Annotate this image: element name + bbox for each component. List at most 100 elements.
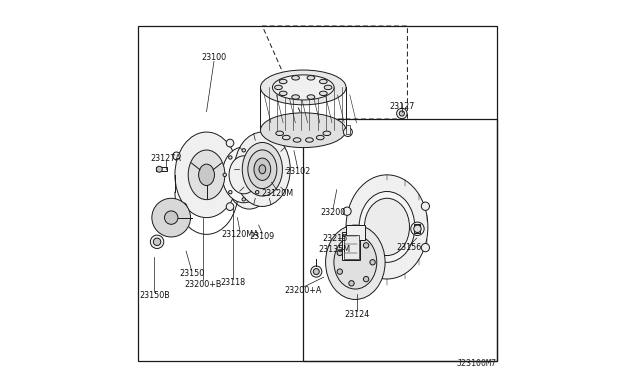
Ellipse shape — [248, 150, 277, 189]
Ellipse shape — [279, 79, 287, 84]
Ellipse shape — [305, 138, 314, 142]
Ellipse shape — [229, 156, 259, 194]
Ellipse shape — [319, 91, 327, 96]
Text: 23127A: 23127A — [150, 154, 181, 163]
Circle shape — [154, 201, 188, 235]
Circle shape — [161, 207, 182, 228]
Circle shape — [159, 205, 184, 230]
Ellipse shape — [175, 132, 238, 218]
Ellipse shape — [275, 85, 282, 90]
Ellipse shape — [359, 192, 415, 262]
Text: 23215: 23215 — [322, 234, 348, 243]
Circle shape — [399, 111, 404, 116]
Ellipse shape — [173, 152, 180, 160]
Bar — [415, 224, 420, 232]
Ellipse shape — [223, 173, 227, 177]
Text: 23109: 23109 — [250, 232, 275, 241]
Circle shape — [152, 198, 191, 237]
Text: 23127: 23127 — [389, 102, 415, 110]
Ellipse shape — [179, 203, 187, 211]
Circle shape — [156, 203, 186, 232]
Ellipse shape — [260, 70, 346, 105]
Ellipse shape — [255, 190, 259, 194]
Circle shape — [150, 235, 164, 248]
Ellipse shape — [260, 113, 346, 148]
Text: 23200: 23200 — [321, 208, 346, 217]
Ellipse shape — [243, 142, 282, 196]
Ellipse shape — [343, 238, 351, 247]
Ellipse shape — [346, 175, 428, 279]
Bar — [346, 225, 365, 240]
Circle shape — [413, 225, 421, 232]
Text: 23150B: 23150B — [139, 291, 170, 300]
Ellipse shape — [319, 79, 327, 84]
Circle shape — [364, 243, 369, 248]
Ellipse shape — [316, 135, 324, 140]
Text: 23120M: 23120M — [261, 189, 293, 198]
Circle shape — [337, 269, 342, 274]
Text: 23156: 23156 — [397, 243, 422, 252]
Ellipse shape — [307, 76, 315, 80]
Bar — [346, 125, 350, 134]
Ellipse shape — [364, 198, 410, 256]
Ellipse shape — [282, 135, 290, 140]
Circle shape — [164, 211, 178, 224]
Ellipse shape — [292, 76, 300, 80]
Circle shape — [154, 238, 161, 246]
Ellipse shape — [324, 85, 332, 90]
Circle shape — [344, 128, 353, 137]
Circle shape — [349, 280, 354, 286]
Bar — [344, 235, 358, 259]
Bar — [342, 232, 360, 260]
Ellipse shape — [292, 95, 300, 99]
Text: 23102: 23102 — [285, 167, 310, 176]
Circle shape — [411, 222, 424, 235]
Ellipse shape — [232, 156, 266, 201]
Circle shape — [314, 269, 319, 275]
Ellipse shape — [242, 148, 246, 152]
Circle shape — [349, 238, 354, 244]
Text: 23118: 23118 — [220, 278, 245, 287]
Ellipse shape — [279, 91, 287, 96]
Ellipse shape — [254, 158, 271, 180]
Ellipse shape — [227, 148, 272, 209]
Ellipse shape — [276, 131, 284, 135]
Circle shape — [156, 166, 163, 172]
Ellipse shape — [307, 95, 315, 99]
Text: 23200+A: 23200+A — [285, 286, 322, 295]
Bar — [303, 119, 497, 361]
Text: J23100M7: J23100M7 — [457, 359, 497, 368]
Ellipse shape — [261, 173, 264, 177]
Ellipse shape — [343, 207, 351, 215]
Ellipse shape — [242, 198, 246, 201]
Ellipse shape — [421, 202, 429, 211]
Ellipse shape — [226, 203, 234, 211]
Ellipse shape — [188, 150, 225, 200]
Text: 23135M: 23135M — [319, 245, 351, 254]
Ellipse shape — [228, 156, 232, 159]
Circle shape — [337, 250, 342, 256]
Ellipse shape — [255, 156, 259, 159]
Text: 23150: 23150 — [179, 269, 204, 278]
Ellipse shape — [273, 75, 334, 100]
Ellipse shape — [421, 243, 429, 252]
Ellipse shape — [326, 225, 385, 299]
Ellipse shape — [323, 131, 331, 135]
Ellipse shape — [334, 235, 377, 289]
Ellipse shape — [234, 132, 291, 206]
Bar — [156, 167, 168, 171]
Ellipse shape — [226, 139, 234, 147]
Circle shape — [310, 266, 322, 277]
Text: 23124: 23124 — [344, 310, 370, 319]
Text: 23200+B: 23200+B — [184, 280, 221, 289]
Circle shape — [370, 260, 375, 265]
Ellipse shape — [222, 147, 266, 203]
Ellipse shape — [228, 190, 232, 194]
Ellipse shape — [259, 165, 266, 174]
Ellipse shape — [198, 164, 214, 186]
Text: 23100: 23100 — [202, 53, 227, 62]
Circle shape — [397, 108, 407, 119]
Text: 23120MA: 23120MA — [221, 230, 259, 239]
Ellipse shape — [293, 138, 301, 142]
Circle shape — [364, 276, 369, 282]
